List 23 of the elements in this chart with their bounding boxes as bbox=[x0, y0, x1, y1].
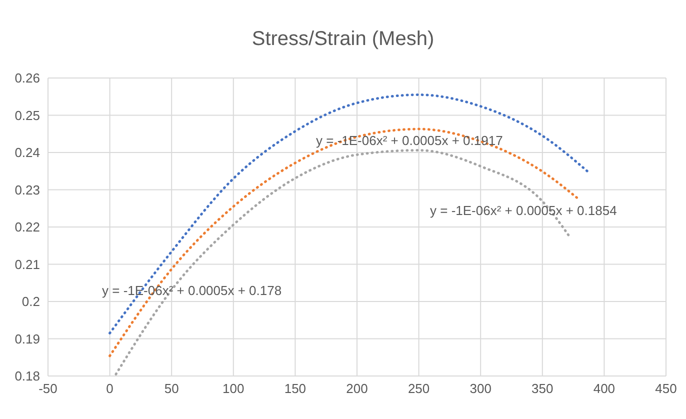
chart-title: Stress/Strain (Mesh) bbox=[250, 28, 436, 51]
y-tick-label: 0.25 bbox=[14, 108, 40, 123]
x-tick-label: -50 bbox=[38, 381, 58, 396]
x-tick-label: 300 bbox=[470, 381, 492, 396]
x-tick-label: 350 bbox=[532, 381, 554, 396]
x-tick-label: 400 bbox=[593, 381, 616, 396]
y-tick-label: 0.21 bbox=[14, 256, 40, 272]
x-tick-label: 450 bbox=[655, 381, 677, 396]
x-tick-label: 150 bbox=[284, 381, 306, 396]
y-tick-label: 0.26 bbox=[14, 70, 40, 86]
x-tick-label: 0 bbox=[106, 381, 114, 396]
annotation: y = -1E-06x² + 0.0005x + 0.1854 bbox=[430, 203, 617, 218]
x-tick-label: 250 bbox=[408, 381, 430, 396]
y-tick-label: 0.22 bbox=[14, 220, 40, 235]
y-tick-label: 0.23 bbox=[14, 182, 40, 198]
x-tick-label: 50 bbox=[164, 381, 179, 396]
line-series bbox=[114, 149, 571, 376]
y-tick-label: 0.24 bbox=[14, 145, 40, 160]
x-tick-label: 100 bbox=[222, 381, 244, 396]
y-tick-label: 0.19 bbox=[14, 331, 40, 346]
y-tick-label: 0.18 bbox=[14, 368, 40, 384]
y-tick-label: 0.2 bbox=[22, 294, 40, 310]
x-tick-label: 200 bbox=[346, 381, 368, 396]
